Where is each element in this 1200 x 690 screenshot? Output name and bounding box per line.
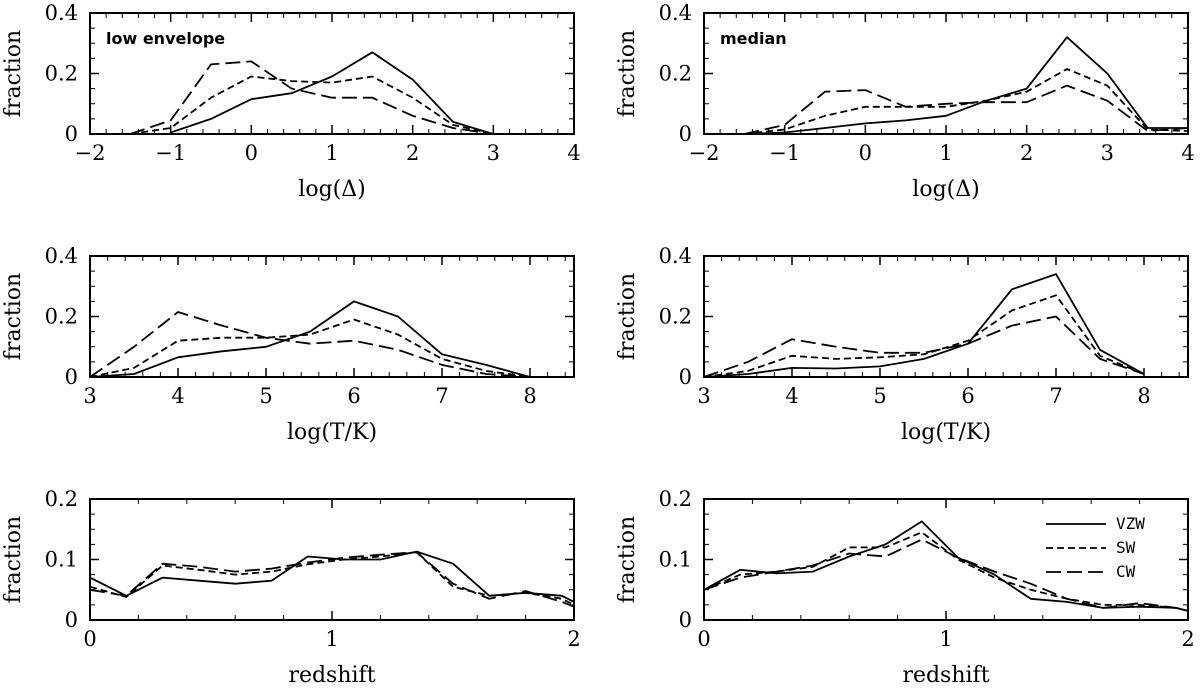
x-tick-label: −2 [75,141,106,165]
x-tick-label: 0 [245,141,258,165]
y-axis-label: fraction [1,30,26,117]
x-tick-label: −2 [689,141,720,165]
legend-label-cw: CW [1116,562,1136,581]
series-line-vzw [744,36,1188,134]
x-tick-label: 0 [697,627,710,651]
x-tick-label: 0 [83,627,96,651]
series-line-cw [744,84,1188,134]
x-tick-label: 2 [1020,141,1033,165]
x-tick-label: 1 [939,627,952,651]
y-tick-label: 0.2 [659,305,692,329]
series-line-sw [90,318,531,377]
y-axis-label: fraction [615,30,640,117]
x-tick-label: 5 [873,384,886,408]
x-axis-label: log(Δ) [912,177,979,202]
series-line-vzw [704,520,1188,612]
panel-1: −2 −1 0 1 2 3 4 0 0.2 0.4 log(Δ) fraction low envelo… [1,1,581,202]
x-tick-label: 2 [567,627,580,651]
y-tick-label: 0.1 [659,548,692,572]
y-tick-label: 0 [65,608,78,632]
y-tick-label: 0.4 [45,244,78,268]
x-tick-label: 8 [1137,384,1150,408]
y-tick-label: 0 [65,122,78,146]
panel-3: 3 4 5 6 7 8 0 0.2 0.4 log(T/K) fraction [1,244,575,445]
x-axis-label: redshift [902,663,989,688]
y-tick-label: 0.4 [45,1,78,25]
x-tick-label: −1 [769,141,800,165]
x-tick-label: 8 [523,384,536,408]
series-line-cw [704,315,1145,377]
legend-label-sw: SW [1116,538,1136,557]
x-tick-label: 4 [171,384,184,408]
y-tick-label: 0.4 [659,244,692,268]
x-tick-label: 1 [939,141,952,165]
x-tick-label: 4 [567,141,580,165]
x-tick-label: 2 [1181,627,1194,651]
y-tick-label: 0.2 [45,487,78,511]
x-tick-label: 3 [487,141,500,165]
x-tick-label: 4 [1181,141,1194,165]
y-tick-label: 0.4 [659,1,692,25]
series-line-vzw [704,273,1145,377]
y-tick-label: 0 [679,122,692,146]
series-line-cw [704,538,1188,612]
x-axis-label: log(T/K) [901,420,991,445]
series-line-vzw [90,300,531,377]
panel-6: 0 1 2 0 0.1 0.2 redshift fraction VZW SW CW [615,487,1195,688]
x-tick-label: 7 [1049,384,1062,408]
series-line-sw [704,294,1145,377]
panel-annotation: low envelope [106,29,225,48]
y-axis-label: fraction [615,516,640,603]
panel-4: 3 4 5 6 7 8 0 0.2 0.4 log(T/K) fraction [615,244,1189,445]
x-tick-label: 3 [83,384,96,408]
x-tick-label: 7 [435,384,448,408]
series-line-cw [90,311,531,377]
series-line-cw [90,551,574,608]
series-line-sw [744,68,1188,134]
panel-5: 0 1 2 0 0.1 0.2 redshift fraction [1,487,581,688]
x-axis-label: log(Δ) [298,177,365,202]
x-tick-label: 3 [1101,141,1114,165]
x-axis-label: redshift [288,663,375,688]
y-tick-label: 0.2 [45,62,78,86]
y-tick-label: 0 [679,608,692,632]
x-tick-label: 0 [859,141,872,165]
panel-2: −2 −1 0 1 2 3 4 0 0.2 0.4 log(Δ) fraction median [615,1,1195,202]
y-axis-label: fraction [615,273,640,360]
series-line-sw [130,75,494,134]
x-tick-label: 1 [325,627,338,651]
legend: VZW SW CW [1046,514,1145,581]
x-tick-label: 2 [406,141,419,165]
legend-label-vzw: VZW [1116,514,1145,533]
x-tick-label: 5 [259,384,272,408]
y-tick-label: 0 [679,365,692,389]
panel-annotation: median [720,29,787,48]
y-axis-label: fraction [1,273,26,360]
series-line-cw [130,60,494,134]
x-tick-label: 1 [325,141,338,165]
series-line-vzw [170,51,494,134]
y-tick-label: 0 [65,365,78,389]
x-tick-label: 3 [697,384,710,408]
y-tick-label: 0.2 [659,62,692,86]
x-axis-label: log(T/K) [287,420,377,445]
x-tick-label: 6 [347,384,360,408]
x-tick-label: 6 [961,384,974,408]
y-tick-label: 0.1 [45,548,78,572]
y-axis-label: fraction [1,516,26,603]
x-tick-label: 4 [785,384,798,408]
x-tick-label: −1 [155,141,186,165]
y-tick-label: 0.2 [45,305,78,329]
y-tick-label: 0.2 [659,487,692,511]
